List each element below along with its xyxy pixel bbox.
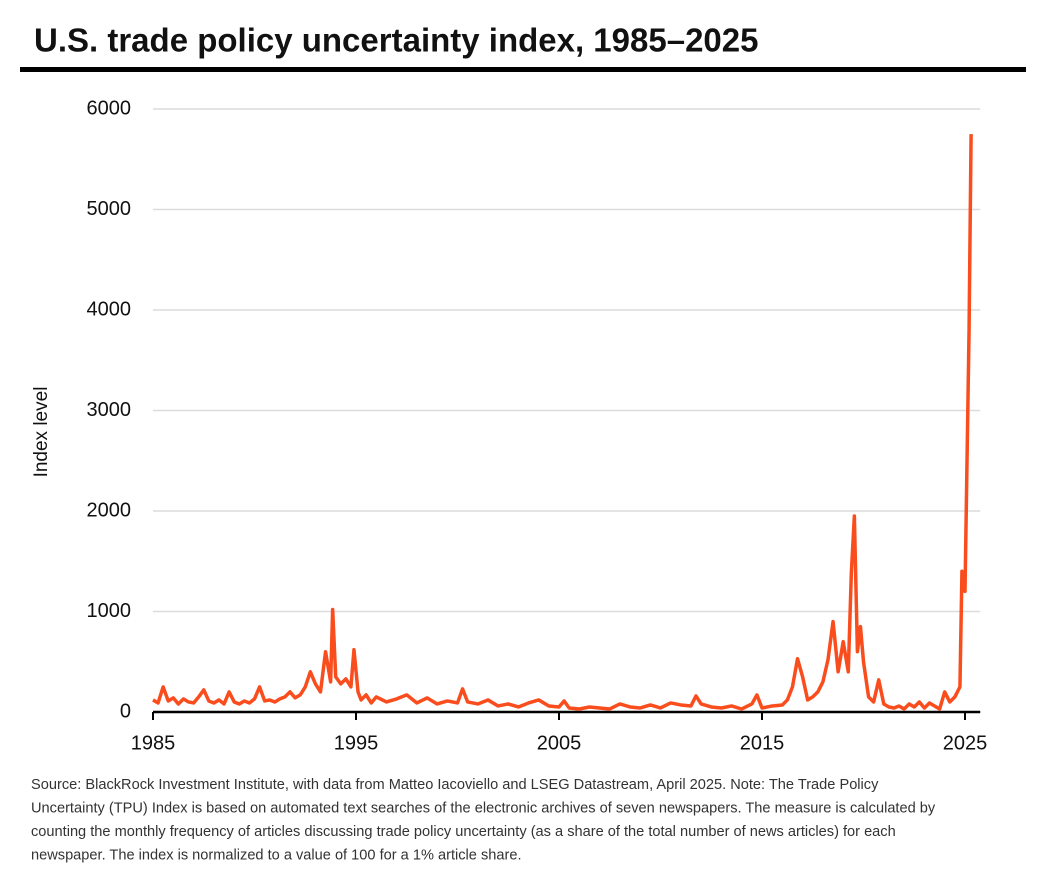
y-tick-label: 1000 bbox=[87, 600, 132, 622]
chart-title: U.S. trade policy uncertainty index, 198… bbox=[34, 22, 759, 59]
source-note: newspaper. The index is normalized to a … bbox=[31, 847, 522, 863]
source-note: counting the monthly frequency of articl… bbox=[31, 824, 896, 840]
y-tick-label: 6000 bbox=[87, 97, 132, 119]
x-tick-label: 2015 bbox=[740, 732, 785, 754]
y-tick-label: 0 bbox=[120, 700, 131, 722]
y-axis-label: Index level bbox=[31, 387, 52, 478]
y-tick-label: 5000 bbox=[87, 198, 132, 220]
y-tick-label: 4000 bbox=[87, 298, 132, 320]
data-line bbox=[152, 134, 973, 711]
x-tick-label: 1995 bbox=[334, 732, 379, 754]
source-note: Uncertainty (TPU) Index is based on auto… bbox=[31, 800, 936, 816]
source-note: Source: BlackRock Investment Institute, … bbox=[31, 777, 879, 793]
title-rule bbox=[20, 67, 1026, 72]
x-tick-label: 1985 bbox=[131, 732, 176, 754]
x-tick-label: 2005 bbox=[537, 732, 582, 754]
y-tick-label: 2000 bbox=[87, 499, 132, 521]
x-tick-label: 2025 bbox=[943, 732, 988, 754]
y-tick-label: 3000 bbox=[87, 399, 132, 421]
